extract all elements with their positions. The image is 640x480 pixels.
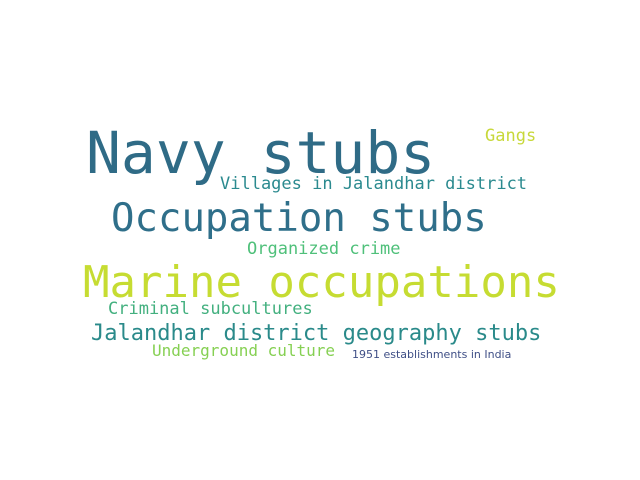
word-criminal-subcultures: Criminal subcultures xyxy=(108,299,313,319)
word-jalandhar-district-geography-stubs: Jalandhar district geography stubs xyxy=(91,321,542,346)
word-villages-in-jalandhar-district: Villages in Jalandhar district xyxy=(220,174,528,194)
word-underground-culture: Underground culture xyxy=(152,341,336,360)
word-marine-occupations: Marine occupations xyxy=(83,257,560,308)
word-gangs: Gangs xyxy=(485,126,537,146)
word-1951-establishments-in-india: 1951 establishments in India xyxy=(352,348,512,361)
word-navy-stubs: Navy stubs xyxy=(86,119,436,187)
word-occupation-stubs: Occupation stubs xyxy=(111,196,487,241)
word-organized-crime: Organized crime xyxy=(247,239,401,259)
